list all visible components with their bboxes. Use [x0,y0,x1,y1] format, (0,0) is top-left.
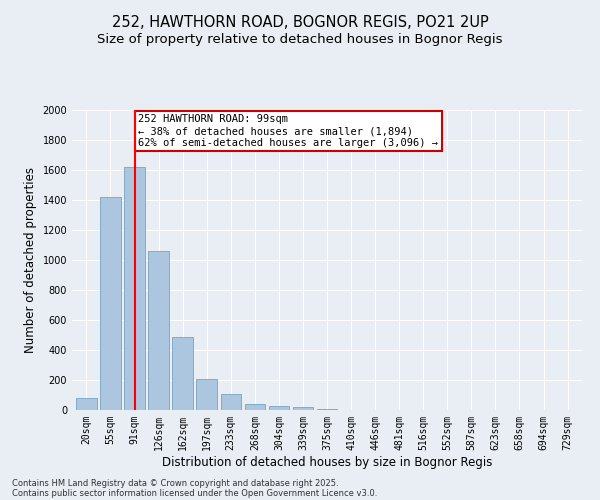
Y-axis label: Number of detached properties: Number of detached properties [24,167,37,353]
Text: 252, HAWTHORN ROAD, BOGNOR REGIS, PO21 2UP: 252, HAWTHORN ROAD, BOGNOR REGIS, PO21 2… [112,15,488,30]
Text: Size of property relative to detached houses in Bognor Regis: Size of property relative to detached ho… [97,32,503,46]
Bar [148,251,169,410]
Bar [293,407,313,410]
Bar [196,379,217,410]
Text: Contains HM Land Registry data © Crown copyright and database right 2025.: Contains HM Land Registry data © Crown c… [12,478,338,488]
Bar [172,336,193,410]
Text: 252 HAWTHORN ROAD: 99sqm
← 38% of detached houses are smaller (1,894)
62% of sem: 252 HAWTHORN ROAD: 99sqm ← 38% of detach… [138,114,438,148]
Bar [124,167,145,410]
X-axis label: Distribution of detached houses by size in Bognor Regis: Distribution of detached houses by size … [162,456,492,468]
Bar [221,394,241,410]
Bar [76,398,97,410]
Text: Contains public sector information licensed under the Open Government Licence v3: Contains public sector information licen… [12,488,377,498]
Bar [100,197,121,410]
Bar [245,404,265,410]
Bar [269,406,289,410]
Bar [317,408,337,410]
